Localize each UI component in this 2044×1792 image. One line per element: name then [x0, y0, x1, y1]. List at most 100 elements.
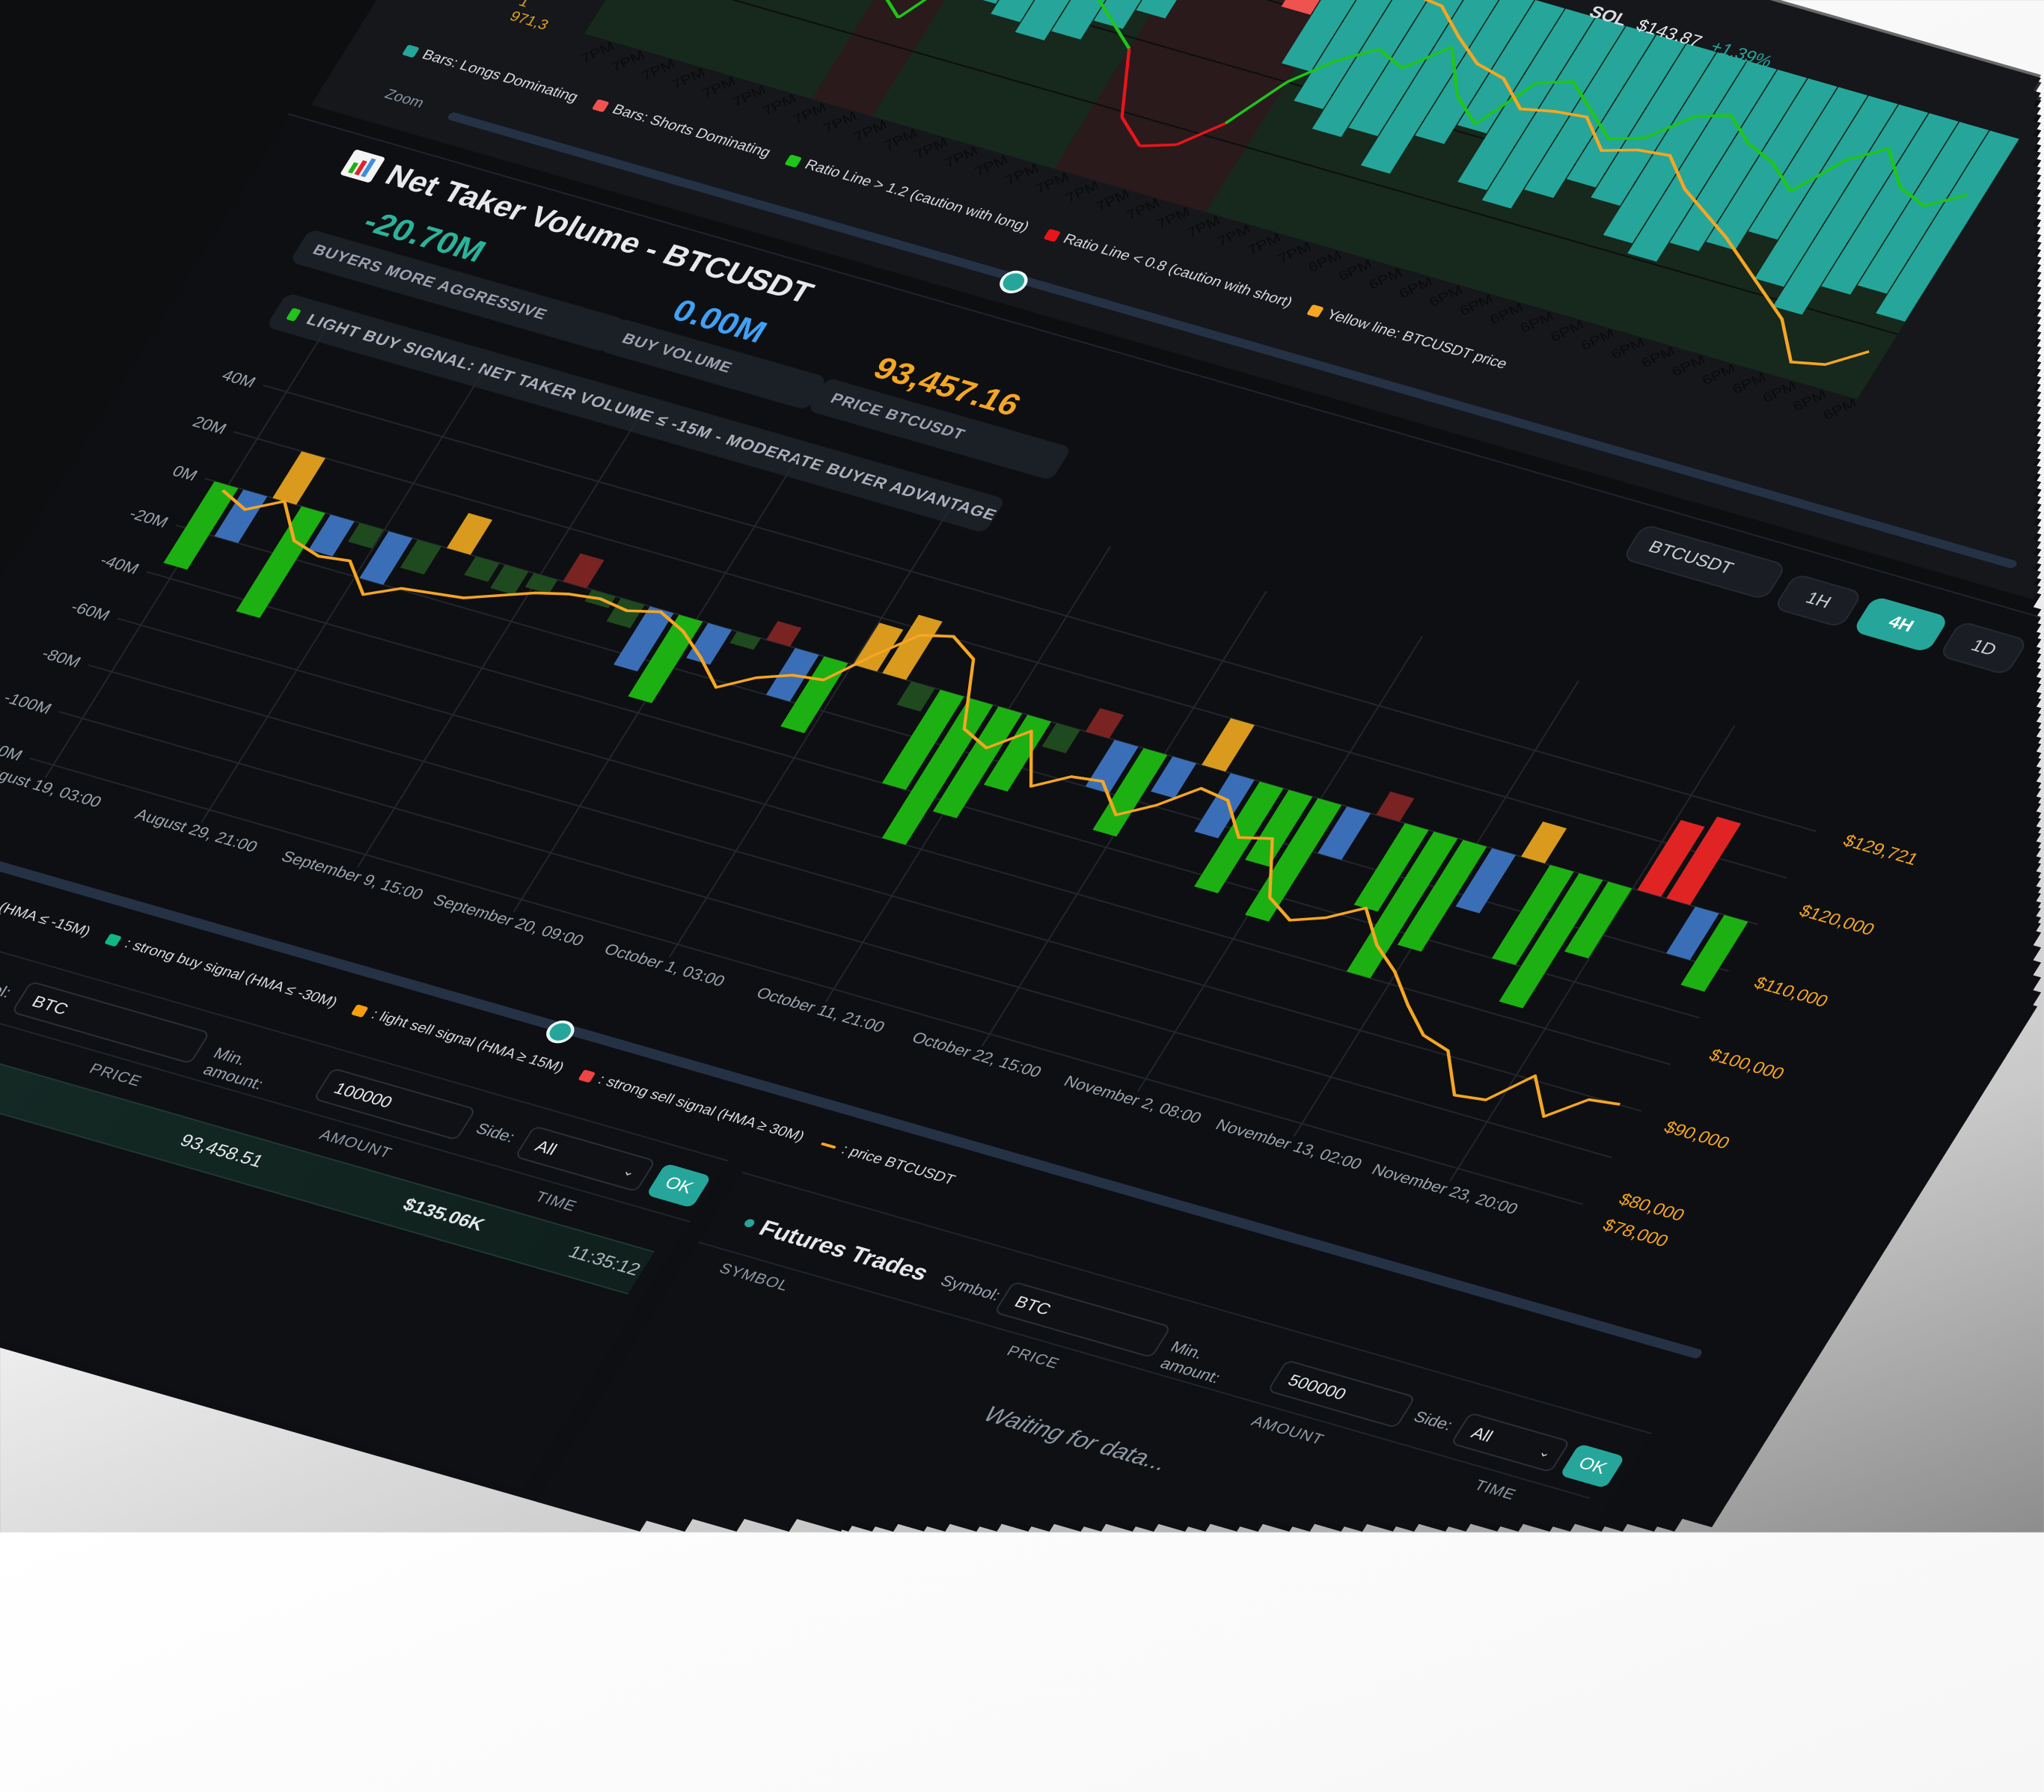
volume-bar — [983, 715, 1052, 792]
ratio-bar — [1706, 78, 1838, 251]
volume-bar — [613, 606, 674, 672]
volume-bar — [490, 564, 529, 595]
volume-bar — [1151, 756, 1197, 798]
volume-bar — [932, 706, 1023, 819]
y2-tick-label: $120,000 — [1796, 902, 1878, 940]
ratio-line-segment — [1110, 19, 1131, 49]
long-short-ratio-chart[interactable]: 7PM7PM7PM7PM7PM7PM7PM7PM7PM7PM7PM7PM7PM7… — [567, 0, 2026, 429]
y-tick-label: -120M — [0, 736, 26, 764]
volume-bar — [1092, 747, 1168, 837]
x-tick-label: August 19, 03:00 — [0, 760, 105, 810]
volume-bar — [1637, 819, 1705, 897]
grid-line — [201, 367, 487, 823]
ratio-bar — [1281, 0, 1383, 72]
ratio-line-segment — [1175, 122, 1226, 146]
orange-swatch-icon — [351, 1003, 370, 1018]
ratio-bar — [1415, 0, 1534, 144]
row-amount: $135.06K — [399, 1194, 489, 1235]
ratio-bar — [1051, 0, 1171, 40]
ratio-bar — [1524, 25, 1656, 198]
bar-chart-icon — [339, 149, 386, 183]
volume-bar — [1202, 718, 1255, 772]
volume-bar — [1397, 840, 1487, 952]
ratio-bar — [1481, 17, 1626, 209]
price-line — [221, 489, 1621, 1119]
ratio-line-segment — [1120, 48, 1131, 117]
y-tick-label: 20M — [189, 413, 230, 438]
red-swatch-icon — [1043, 228, 1062, 242]
row-price: 93,458.51 — [176, 1130, 268, 1172]
grid-line — [625, 0, 1899, 335]
ratio-bar — [1348, 0, 1474, 136]
volume-bar — [606, 598, 645, 629]
grid-line — [29, 757, 1584, 1205]
ratio-line-segment — [1536, 80, 1573, 85]
volume-bar — [1194, 773, 1255, 839]
y2-tick-label: $78,000 — [1599, 1216, 1672, 1251]
ratio-line-segment — [1377, 48, 1404, 70]
volume-bar — [1085, 708, 1124, 738]
y-tick-label: -60M — [67, 598, 113, 624]
ratio-bar — [1457, 0, 1565, 134]
ratio-bar — [1360, 0, 1505, 174]
grid-line — [58, 711, 1613, 1159]
y-tick-label: -80M — [38, 644, 84, 670]
long-short-ratio-chart-svg: 7PM7PM7PM7PM7PM7PM7PM7PM7PM7PM7PM7PM7PM7… — [567, 0, 2026, 429]
volume-bar — [1564, 881, 1633, 958]
ratio-line-segment — [1790, 159, 1847, 193]
line-swatch-icon — [821, 1142, 837, 1149]
volume-bar — [1680, 914, 1748, 992]
yellow-swatch-icon — [1306, 304, 1325, 318]
y-tick-label: -40M — [97, 551, 142, 578]
ratio-line-segment — [1455, 94, 1477, 126]
y-tick-label: 40M — [218, 367, 259, 391]
ratio-line-segment — [1694, 114, 1731, 118]
volume-bar — [163, 481, 239, 570]
ratio-bar — [1603, 52, 1747, 244]
ratio-line-segment — [1335, 48, 1380, 62]
ratio-bar — [1566, 34, 1686, 188]
volume-bar — [447, 513, 493, 555]
ratio-bar — [1876, 130, 2019, 322]
green-swatch-icon — [784, 153, 803, 168]
grid-line — [233, 431, 1787, 879]
volume-bar — [400, 539, 442, 575]
grid-line — [665, 0, 1939, 270]
volume-bar — [563, 553, 605, 589]
ratio-line-segment — [1120, 116, 1142, 147]
volume-bar — [628, 614, 703, 703]
ratio-line-segment — [1729, 114, 1751, 145]
ratio-line-segment — [1571, 81, 1593, 111]
volume-bar — [729, 631, 762, 650]
ratio-bar — [1294, 0, 1413, 109]
y2-tick-label: $90,000 — [1660, 1118, 1734, 1153]
ratio-bar — [1457, 8, 1595, 191]
price-line — [707, 0, 1870, 366]
ratio-bar — [1669, 70, 1808, 251]
ratio-line-segment — [1924, 193, 1968, 208]
volume-bar — [272, 451, 326, 505]
grid-line — [356, 412, 643, 868]
ratio-line-segment — [1402, 46, 1453, 70]
chevron-down-icon: ⌄ — [620, 1163, 640, 1179]
ratio-bar — [1857, 121, 1989, 294]
grid-line — [88, 664, 1642, 1112]
y-tick-label: -100M — [1, 688, 55, 717]
ratio-bar — [1754, 95, 1898, 287]
ratio-line-segment — [1771, 162, 1793, 192]
volume-bar — [896, 681, 935, 712]
volume-bar — [1041, 723, 1080, 753]
side-value: All — [1468, 1423, 1497, 1446]
ratio-line-segment — [1450, 46, 1459, 97]
ratio-line-segment — [1608, 136, 1646, 141]
ratio-bar — [1627, 61, 1777, 262]
ratio-line-segment — [1845, 147, 1889, 162]
ratio-line-segment — [1589, 109, 1611, 140]
ratio-line-segment — [1644, 115, 1695, 139]
grid-line — [706, 0, 1980, 205]
volume-bar — [882, 614, 943, 680]
volume-bar — [1245, 789, 1313, 867]
ratio-line-segment — [1747, 142, 1775, 164]
volume-bar — [1318, 806, 1371, 860]
volume-bar — [1376, 791, 1415, 822]
